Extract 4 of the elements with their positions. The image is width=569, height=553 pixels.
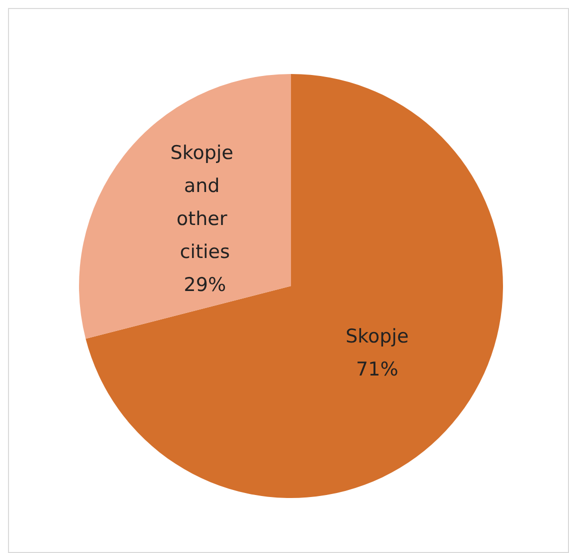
slice-label: Skopje: [346, 325, 409, 348]
data-label: 71%: [356, 358, 398, 380]
data-label: 29%: [184, 274, 226, 296]
slice-label: Skopje and other cities: [170, 142, 240, 264]
